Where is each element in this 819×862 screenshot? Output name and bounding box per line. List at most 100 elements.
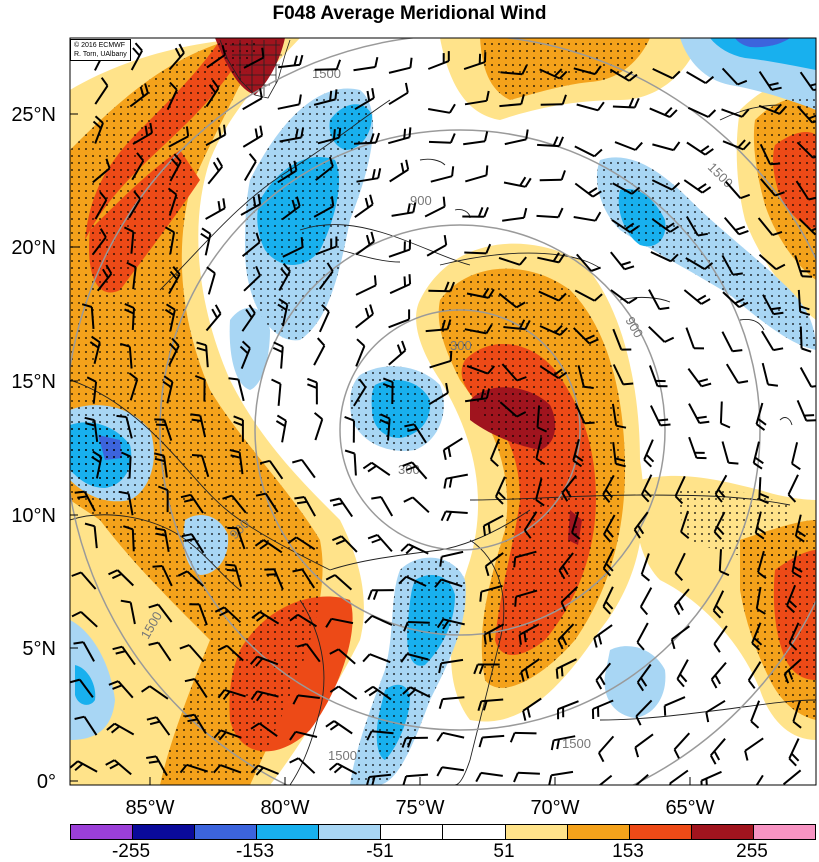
wind-barb-shaft <box>408 622 430 623</box>
wind-barb-shaft <box>130 457 131 479</box>
wind-barb-flag <box>557 669 558 679</box>
colorbar <box>70 824 816 840</box>
wind-barb-flag <box>451 351 452 361</box>
wind-barb-shaft <box>429 142 451 143</box>
wind-barb-flag <box>452 166 453 176</box>
credit-line-1: © 2016 ECMWF <box>74 41 127 50</box>
wind-barb-shaft <box>759 477 760 499</box>
wind-barb-flag <box>302 237 303 247</box>
wind-barb-shaft <box>355 454 356 476</box>
wind-barb-shaft <box>354 143 376 144</box>
lat-label-15n: 15°N <box>0 371 56 393</box>
wind-barb-flag <box>732 350 742 351</box>
colorbar-swatch <box>630 825 692 839</box>
ring-label-900: 900 <box>410 193 432 208</box>
wind-barb-flag <box>330 91 331 101</box>
wind-barb-shaft <box>515 733 537 734</box>
wind-barb-flag <box>225 565 235 566</box>
lon-label-80w: 80°W <box>240 797 330 819</box>
wind-barb-shaft <box>537 145 559 146</box>
wind-barb-flag <box>332 196 333 206</box>
colorbar-swatch <box>133 825 195 839</box>
lat-label-25n: 25°N <box>0 104 56 126</box>
wind-barb-flag <box>77 496 87 497</box>
colorbar-label-neg51: -51 <box>345 841 415 862</box>
colorbar-label-51: 51 <box>469 841 539 862</box>
wind-barb-flag <box>768 385 778 386</box>
wind-barb-flag <box>659 308 669 309</box>
colorbar-label-neg255: -255 <box>96 841 166 862</box>
lon-label-85w: 85°W <box>105 797 195 819</box>
credit-box: © 2016 ECMWF R. Torn, UAlbany <box>70 39 131 61</box>
colorbar-label-255: 255 <box>717 841 787 862</box>
lat-label-20n: 20°N <box>0 237 56 259</box>
wind-barb-shaft <box>133 529 134 551</box>
wind-barb-flag <box>229 378 239 379</box>
colorbar-swatch <box>692 825 754 839</box>
wind-barb-flag <box>410 58 411 68</box>
wind-barb-shaft <box>133 308 134 330</box>
colorbar-swatch <box>71 825 133 839</box>
lon-label-70w: 70°W <box>510 797 600 819</box>
wind-barb-flag <box>404 129 405 139</box>
colorbar-swatch <box>257 825 319 839</box>
wind-barb-shaft <box>720 549 721 571</box>
wind-barb-flag <box>484 526 485 536</box>
wind-barb-flag <box>410 274 411 284</box>
wind-barb-flag <box>632 789 635 798</box>
wind-barb-shaft <box>801 327 802 349</box>
wind-barb-shaft <box>464 253 486 254</box>
colorbar-swatch <box>443 825 505 839</box>
colorbar-label-neg153: -153 <box>220 841 290 862</box>
wind-barb-flag <box>487 165 488 175</box>
wind-barb-flag <box>117 416 127 417</box>
wind-barb-flag <box>190 414 200 415</box>
ring-label-1500e: 1500 <box>328 748 357 763</box>
wind-barb-flag <box>224 125 225 135</box>
lon-label-65w: 65°W <box>645 797 735 819</box>
wind-barb-flag <box>75 492 85 493</box>
colorbar-swatch <box>568 825 630 839</box>
wind-barb-flag <box>562 666 563 676</box>
wind-barb-flag <box>784 784 787 794</box>
wind-barb-flag <box>697 417 707 418</box>
wind-barb-flag <box>489 523 490 533</box>
wind-barb-flag <box>661 425 671 426</box>
wind-barb-flag <box>733 273 743 274</box>
wind-barb-shaft <box>537 216 559 217</box>
wind-barb-flag <box>514 557 515 567</box>
wind-barb-shaft <box>540 180 562 181</box>
wind-barb-flag <box>153 566 163 567</box>
wind-barb-flag <box>774 313 784 314</box>
wind-barb-flag <box>227 570 237 571</box>
wind-barb-flag <box>706 779 707 789</box>
wind-barb-flag <box>192 420 202 421</box>
colorbar-swatch <box>754 825 815 839</box>
lat-label-5n: 5°N <box>0 638 56 660</box>
wind-barb-flag <box>728 463 738 464</box>
wind-barb-flag <box>665 706 666 716</box>
wind-barb-flag <box>515 597 516 607</box>
wind-barb-flag <box>585 423 595 424</box>
credit-line-2: R. Torn, UAlbany <box>74 50 127 59</box>
wind-barb-flag <box>410 127 411 137</box>
wind-barb-flag <box>335 89 336 99</box>
wind-barb-flag <box>485 635 486 645</box>
colorbar-swatch <box>319 825 381 839</box>
colorbar-swatch <box>506 825 568 839</box>
wind-barb-flag <box>751 794 757 802</box>
lat-label-10n: 10°N <box>0 505 56 527</box>
wind-barb-flag <box>658 420 668 421</box>
wind-barb-flag <box>520 635 521 645</box>
lat-label-0: 0° <box>0 771 56 793</box>
wind-barb-flag <box>375 275 376 285</box>
wind-barb-shaft <box>541 104 563 105</box>
wind-barb-flag <box>489 632 490 642</box>
wind-barb-flag <box>480 592 481 602</box>
colorbar-swatch <box>195 825 257 839</box>
wind-barb-flag <box>339 128 340 138</box>
wind-barb-flag <box>623 384 633 385</box>
wind-barb-flag <box>699 422 709 423</box>
wind-barb-shaft <box>518 773 540 774</box>
wind-barb-flag <box>262 48 263 58</box>
